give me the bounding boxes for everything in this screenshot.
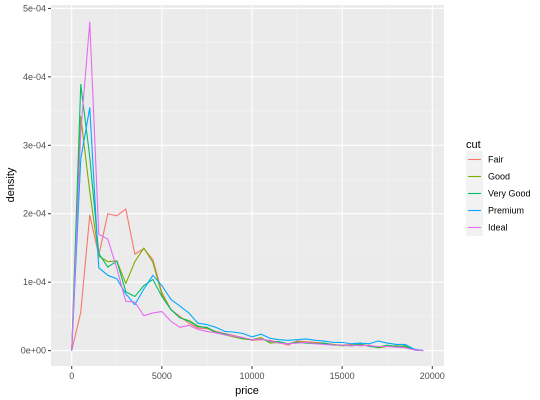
x-axis-title: price — [235, 385, 259, 397]
legend-title: cut — [466, 139, 481, 151]
x-axis: 0 5000 10000 15000 20000 — [69, 366, 445, 381]
y-tick-label: 2e-04 — [23, 209, 46, 219]
legend-label-ideal: Ideal — [488, 223, 508, 233]
y-tick-label: 4e-04 — [23, 72, 46, 82]
legend-items: Fair Good Very Good Premium Ideal — [466, 151, 531, 236]
x-tick-label: 5000 — [152, 371, 172, 381]
legend-label-premium: Premium — [488, 206, 524, 216]
x-tick-label: 0 — [69, 371, 74, 381]
legend: cut Fair Good Very Good Premium Ideal — [466, 139, 531, 236]
series-line-premium — [71, 107, 424, 352]
plot-panel — [51, 5, 444, 366]
major-gridlines — [51, 5, 444, 366]
legend-label-very-good: Very Good — [488, 189, 531, 199]
series-line-ideal — [71, 21, 424, 352]
legend-label-good: Good — [488, 172, 510, 182]
y-axis-title: density — [5, 167, 17, 202]
x-tick-label: 15000 — [330, 371, 355, 381]
y-tick-label: 3e-04 — [23, 140, 46, 150]
y-tick-label: 1e-04 — [23, 277, 46, 287]
x-tick-label: 10000 — [239, 371, 264, 381]
y-tick-label: 0e+00 — [21, 346, 46, 356]
legend-label-fair: Fair — [488, 155, 504, 165]
x-tick-label: 20000 — [420, 371, 445, 381]
minor-gridlines — [51, 5, 444, 366]
y-axis: 0e+00 1e-04 2e-04 3e-04 4e-04 5e-04 — [21, 3, 51, 356]
y-tick-label: 5e-04 — [23, 3, 46, 13]
series-lines — [71, 21, 424, 352]
